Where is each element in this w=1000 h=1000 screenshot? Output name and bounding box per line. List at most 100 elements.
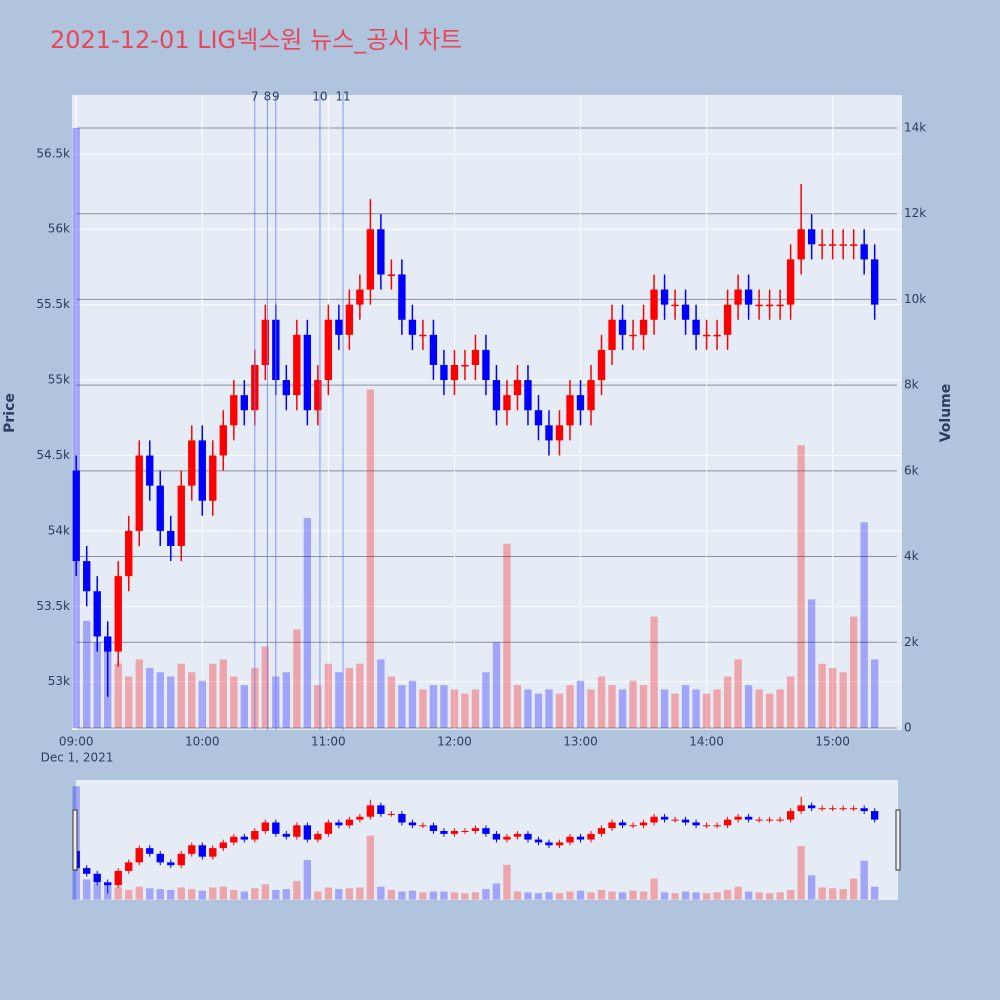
candle-body	[776, 304, 784, 307]
slider-volume-bar	[471, 892, 480, 900]
volume-bar	[72, 127, 80, 728]
x-tick-label: 15:00	[815, 735, 850, 749]
candle-body	[366, 229, 375, 290]
volume-bar	[209, 663, 217, 728]
candle-body	[314, 380, 322, 411]
volume-bar	[513, 685, 522, 728]
slider-candle-body	[209, 848, 217, 857]
slider-volume-bar	[734, 886, 742, 900]
slider-candle-body	[765, 819, 774, 821]
volume-bar	[335, 672, 343, 728]
slider-candle-body	[650, 816, 658, 823]
slider-volume-bar	[723, 889, 732, 900]
volume-bar	[692, 689, 700, 728]
slider-candle-body	[135, 848, 143, 863]
slider-volume-bar	[744, 891, 753, 900]
volume-bar	[167, 676, 175, 728]
slider-volume-bar	[566, 891, 574, 900]
slider-candle-body	[240, 836, 248, 840]
volume-bar	[744, 685, 753, 728]
volume-bar	[776, 689, 784, 728]
slider-volume-bar	[555, 893, 564, 900]
slider-candle-body	[188, 845, 196, 854]
slider-handle[interactable]	[895, 809, 901, 871]
candle-body	[524, 380, 532, 411]
volume-bar	[839, 672, 847, 728]
y2-tick-label: 4k	[904, 549, 919, 563]
volume-bar	[828, 667, 837, 728]
volume-bar	[681, 685, 690, 728]
volume-bar	[83, 620, 91, 728]
candle-body	[282, 380, 291, 396]
candle-body	[335, 319, 343, 335]
candle-body	[618, 319, 627, 335]
slider-volume-bar	[261, 884, 269, 900]
slider-volume-bar	[419, 892, 427, 900]
candle-body	[786, 259, 795, 305]
slider-candle-body	[555, 842, 564, 846]
candle-body	[461, 364, 469, 367]
slider-candle-body	[566, 836, 574, 843]
volume-bar	[849, 616, 858, 728]
slider-candle-body	[83, 868, 91, 874]
slider-candle-body	[377, 805, 385, 814]
y-tick-label: 53.5k	[36, 599, 70, 613]
slider-volume-bar	[114, 887, 122, 900]
slider-candle-body	[639, 822, 648, 826]
range-slider[interactable]	[76, 780, 898, 900]
volume-bar	[387, 676, 396, 728]
candle-body	[713, 334, 721, 337]
y2-tick-label: 2k	[904, 635, 919, 649]
candle-body	[387, 274, 396, 276]
slider-candle-body	[272, 822, 280, 834]
volume-bar	[198, 680, 206, 728]
x-tick-label: 10:00	[185, 735, 220, 749]
candle-body	[818, 244, 826, 246]
news-label: 11	[335, 90, 350, 104]
volume-bar	[597, 676, 606, 728]
slider-volume-bar	[356, 887, 364, 900]
candle-body	[408, 319, 417, 335]
candle-body	[597, 349, 606, 381]
candle-body	[93, 591, 101, 637]
slider-candle-body	[408, 822, 417, 826]
slider-candle-body	[177, 853, 185, 866]
slider-volume-bar	[618, 892, 627, 900]
volume-bar	[282, 672, 291, 728]
slider-volume-bar	[839, 889, 847, 900]
slider-candle-body	[723, 819, 732, 826]
candle-body	[555, 425, 564, 441]
candle-body	[471, 349, 480, 365]
slider-volume-bar	[503, 864, 511, 900]
candle-body	[860, 244, 868, 260]
slider-volume-bar	[587, 892, 595, 900]
y-tick-label: 55k	[48, 373, 70, 387]
slider-candle-body	[114, 870, 122, 886]
candle-body	[650, 289, 658, 320]
volume-bar	[440, 685, 448, 728]
volume-bar	[608, 685, 616, 728]
volume-bar	[93, 642, 101, 728]
slider-candle-body	[513, 833, 522, 837]
slider-candle-body	[587, 833, 595, 840]
candle-body	[744, 289, 753, 305]
candle-body	[545, 425, 553, 441]
news-label: 7	[251, 90, 259, 104]
volume-bar	[871, 659, 879, 728]
candle-body	[503, 395, 511, 411]
slider-candle-body	[230, 836, 238, 843]
slider-volume-bar	[860, 860, 868, 900]
slider-volume-bar	[786, 889, 795, 900]
slider-volume-bar	[177, 887, 185, 900]
candle-body	[639, 319, 648, 335]
candle-body	[576, 395, 585, 411]
y2-tick-label: 6k	[904, 463, 919, 477]
candle-body	[419, 334, 427, 337]
slider-volume-bar	[871, 886, 879, 900]
slider-handle[interactable]	[72, 809, 78, 871]
slider-candle-body	[419, 825, 427, 827]
slider-volume-bar	[597, 889, 606, 900]
volume-bar	[293, 629, 301, 728]
slider-candle-body	[93, 873, 101, 883]
volume-bar	[314, 685, 322, 728]
